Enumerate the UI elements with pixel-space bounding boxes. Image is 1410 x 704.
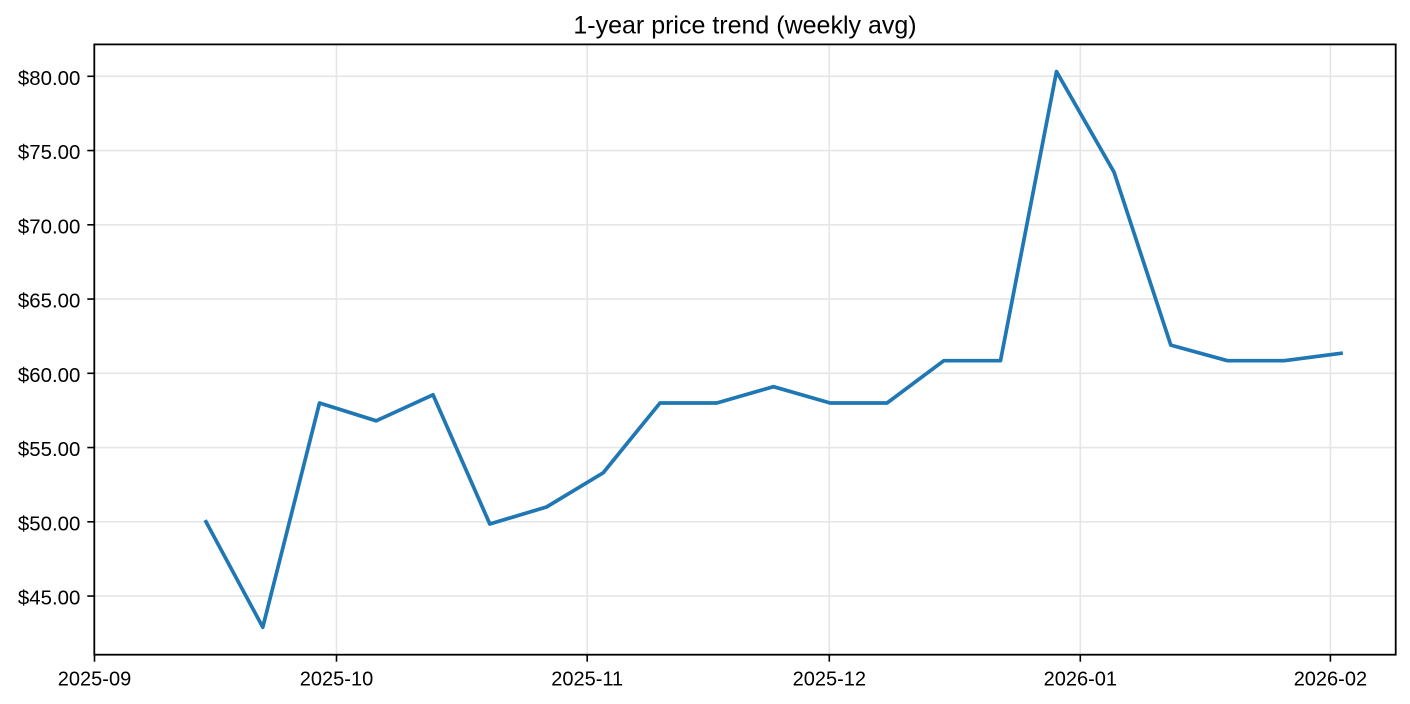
svg-text:2026-02: 2026-02 bbox=[1294, 668, 1367, 690]
svg-text:$55.00: $55.00 bbox=[18, 439, 80, 461]
svg-text:$65.00: $65.00 bbox=[18, 291, 80, 313]
svg-text:$50.00: $50.00 bbox=[18, 513, 80, 535]
svg-text:$80.00: $80.00 bbox=[18, 68, 80, 90]
svg-text:$70.00: $70.00 bbox=[18, 216, 80, 238]
svg-text:2025-12: 2025-12 bbox=[793, 668, 866, 690]
svg-text:$45.00: $45.00 bbox=[18, 588, 80, 610]
svg-text:2026-01: 2026-01 bbox=[1044, 668, 1117, 690]
svg-text:$60.00: $60.00 bbox=[18, 365, 80, 387]
svg-text:2025-10: 2025-10 bbox=[300, 668, 373, 690]
svg-text:2025-09: 2025-09 bbox=[58, 668, 131, 690]
svg-text:$75.00: $75.00 bbox=[18, 142, 80, 164]
svg-text:1-year price trend (weekly avg: 1-year price trend (weekly avg) bbox=[573, 12, 916, 40]
svg-text:2025-11: 2025-11 bbox=[551, 668, 623, 690]
